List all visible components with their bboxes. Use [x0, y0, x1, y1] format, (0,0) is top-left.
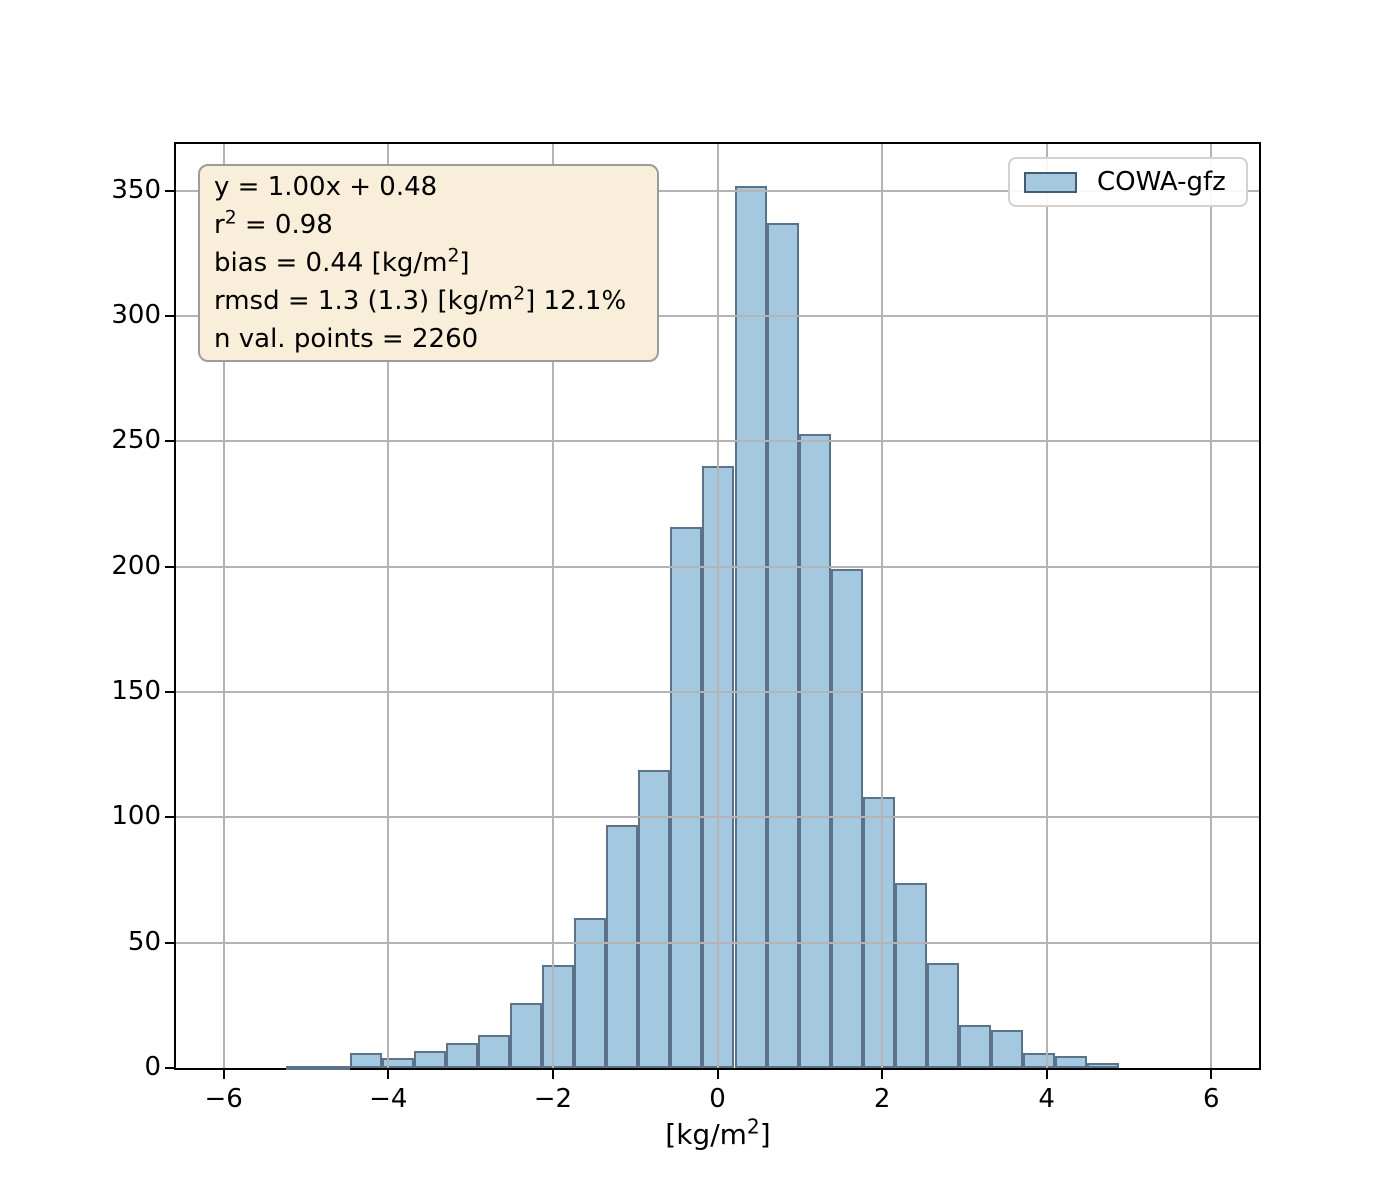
x-tick-mark	[1210, 1070, 1213, 1079]
y-tick-label: 50	[127, 926, 161, 957]
histogram-bar	[1054, 1055, 1087, 1068]
gridline-horizontal	[176, 440, 1259, 443]
histogram-bar	[990, 1030, 1023, 1068]
histogram-bar	[926, 962, 959, 1068]
gridline-horizontal	[176, 565, 1259, 568]
y-tick-mark	[165, 941, 174, 944]
legend: COWA-gfz	[1008, 157, 1248, 207]
gridline-vertical	[1045, 144, 1048, 1068]
stats-line-npoints: n val. points = 2260	[214, 324, 479, 354]
x-tick-label: −2	[533, 1084, 573, 1114]
gridline-vertical	[716, 144, 719, 1068]
histogram-bar	[382, 1058, 415, 1068]
y-tick-mark	[165, 189, 174, 192]
x-axis-label: [kg/m2]	[665, 1114, 771, 1151]
histogram-bar	[670, 526, 703, 1068]
x-tick-label: 2	[873, 1084, 891, 1114]
histogram-bar	[1086, 1063, 1119, 1068]
histogram-bar	[478, 1035, 511, 1068]
histogram-bar	[414, 1050, 447, 1068]
gridline-vertical	[222, 144, 225, 1068]
y-tick-label: 150	[111, 676, 161, 706]
y-tick-label: 350	[111, 174, 161, 205]
histogram-bar	[958, 1025, 991, 1068]
stats-line-r2: r2 = 0.98	[214, 207, 333, 240]
gridline-vertical	[1210, 144, 1213, 1068]
histogram-bar	[350, 1053, 383, 1068]
x-tick-mark	[222, 1070, 225, 1079]
gridline-horizontal	[176, 816, 1259, 819]
y-tick-mark	[165, 315, 174, 317]
y-tick-mark	[165, 440, 174, 443]
y-tick-label: 0	[144, 1052, 161, 1082]
x-tick-mark	[1045, 1070, 1048, 1079]
gridline-vertical	[551, 144, 554, 1068]
histogram-bar	[542, 965, 575, 1068]
x-tick-mark	[716, 1070, 719, 1079]
histogram-bar	[798, 433, 831, 1068]
gridline-vertical	[881, 144, 884, 1068]
histogram-bar	[638, 769, 671, 1068]
bars-layer	[176, 144, 1259, 1070]
histogram-bar	[894, 882, 927, 1068]
y-tick-label: 250	[111, 425, 161, 456]
x-tick-label: −4	[369, 1084, 408, 1114]
legend-label: COWA-gfz	[1097, 167, 1226, 197]
x-tick-mark	[387, 1070, 390, 1079]
gridline-horizontal	[176, 315, 1259, 317]
histogram-bar	[830, 569, 863, 1068]
y-tick-label: 100	[111, 801, 161, 832]
y-tick-mark	[165, 565, 174, 568]
y-tick-label: 300	[111, 300, 161, 330]
histogram-bar	[446, 1042, 479, 1068]
x-tick-mark	[881, 1070, 884, 1079]
grid-layer	[176, 144, 1259, 1068]
histogram-bar	[510, 1002, 543, 1068]
x-tick-label: −6	[204, 1084, 243, 1114]
x-tick-label: 4	[1038, 1084, 1055, 1114]
y-tick-mark	[165, 1067, 174, 1069]
stats-line-bias: bias = 0.44 [kg/m2]	[214, 245, 470, 278]
gridline-horizontal	[176, 941, 1259, 944]
histogram-bar	[862, 797, 895, 1068]
x-tick-label: 6	[1203, 1084, 1220, 1114]
stats-line-fit: y = 1.00x + 0.48	[214, 172, 438, 202]
x-tick-label: 0	[709, 1084, 726, 1114]
stats-line-rmsd: rmsd = 1.3 (1.3) [kg/m2] 12.1%	[214, 283, 627, 316]
gridline-horizontal	[176, 691, 1259, 693]
legend-color-patch	[1024, 171, 1077, 193]
histogram-bar	[318, 1065, 351, 1070]
plot-area	[174, 142, 1261, 1070]
histogram-bar	[766, 223, 799, 1068]
histogram-bar	[734, 185, 767, 1068]
stats-box: y = 1.00x + 0.48 r2 = 0.98 bias = 0.44 […	[198, 164, 659, 362]
y-tick-label: 200	[111, 550, 161, 581]
histogram-bar	[286, 1065, 319, 1070]
gridline-horizontal	[176, 189, 1259, 192]
y-tick-mark	[165, 691, 174, 693]
y-tick-mark	[165, 816, 174, 819]
histogram-bar	[606, 824, 639, 1068]
gridline-vertical	[387, 144, 390, 1068]
x-tick-mark	[551, 1070, 554, 1079]
